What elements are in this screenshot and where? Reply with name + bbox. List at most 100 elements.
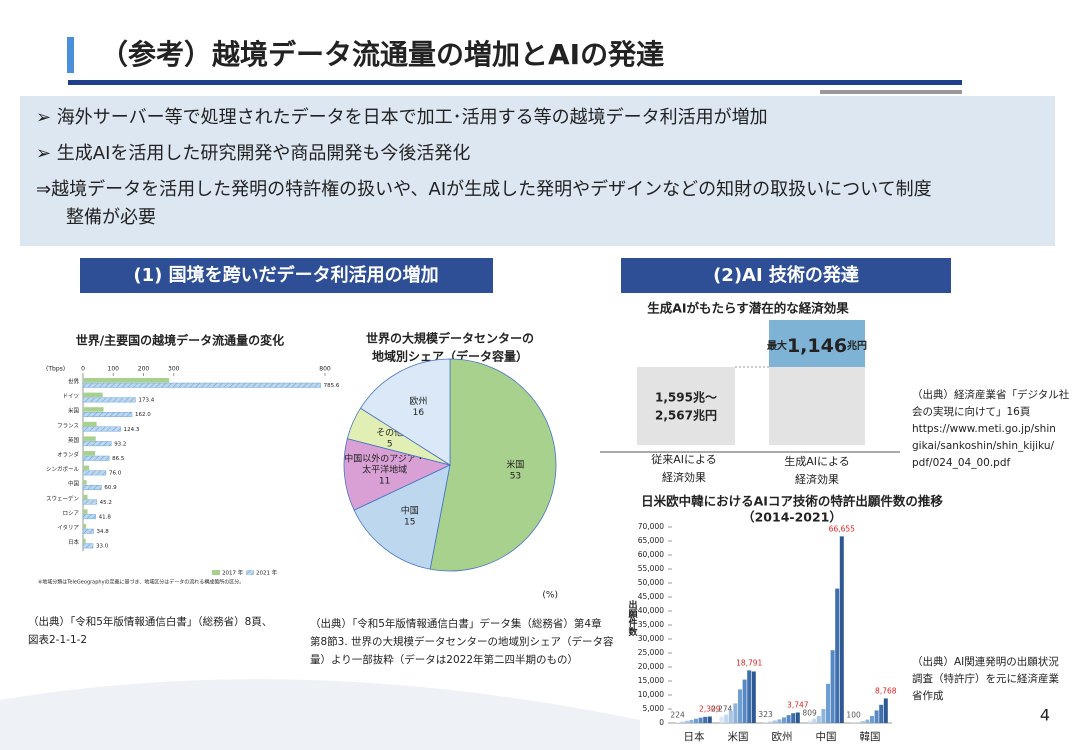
bar — [782, 717, 786, 723]
bar — [821, 709, 826, 723]
bar — [82, 470, 107, 476]
bar — [879, 704, 884, 723]
section-header — [80, 258, 493, 293]
slice-label: 太平洋地域 — [362, 464, 407, 476]
bar — [883, 698, 888, 723]
section-title: (1) 国境を跨いだデータ利活用の増加 — [133, 264, 438, 286]
value-label: 162.0 — [135, 412, 151, 418]
value-label: 124.3 — [124, 427, 140, 433]
chart-note: ※地域分類はTeleGeographyの定義に基づき、地域区分はデータの流れる構… — [38, 579, 244, 586]
bar — [82, 514, 96, 520]
source-text: https://www.meti.go.jp/shin — [912, 423, 1056, 435]
y-tick-label: 日本 — [68, 538, 80, 546]
y-tick-label: 25,000 — [638, 648, 664, 657]
value-label: 785.6 — [324, 383, 340, 389]
slide-title: （参考）越境データ流通量の増加とAIの発達 — [100, 38, 664, 71]
slice-label: 欧州 — [409, 395, 427, 407]
source-text: gikai/sankoshin/shin_kijiku/ — [912, 440, 1054, 452]
bar — [812, 718, 817, 723]
bar — [83, 436, 96, 441]
value-label: 66,655 — [829, 524, 855, 533]
bar — [82, 382, 321, 388]
effect-label: 2,567兆円 — [655, 408, 717, 423]
decor-wave — [0, 679, 640, 750]
bar — [768, 721, 773, 723]
bar — [772, 720, 777, 723]
y-tick-label: 10,000 — [638, 690, 664, 699]
source-text: 図表2-1-1-2 — [28, 633, 87, 646]
bullet-text: 整備が必要 — [66, 207, 156, 228]
bar — [82, 455, 110, 461]
bar — [839, 536, 844, 723]
bar — [807, 720, 812, 723]
bar — [83, 524, 87, 529]
y-tick-label: シンガポール — [46, 465, 80, 473]
bar — [826, 683, 830, 723]
value-label: 34.8 — [97, 529, 110, 535]
chart-title: 地域別シェア（データ容量） — [372, 349, 528, 364]
y-tick-label: 60,000 — [638, 550, 664, 559]
source-text: 調査（特許庁）を元に経済産業 — [912, 672, 1059, 685]
y-tick-label: 45,000 — [638, 592, 664, 601]
bar — [724, 714, 729, 723]
value-label: 2,309 — [699, 705, 721, 714]
bar — [82, 543, 94, 549]
bar — [860, 721, 865, 723]
y-axis-label: 出願件数 — [627, 599, 639, 637]
bar — [83, 407, 104, 412]
bar — [82, 528, 94, 534]
y-tick-label: フランス — [57, 422, 79, 429]
section-header — [621, 258, 951, 293]
y-tick-label: 50,000 — [638, 578, 664, 587]
legend-swatch — [246, 570, 254, 575]
effect-caption: 生成AIによる — [784, 454, 849, 468]
bar — [82, 397, 136, 403]
title-accent — [67, 37, 74, 73]
bar — [83, 392, 103, 398]
bar — [795, 712, 800, 723]
bar — [83, 538, 86, 544]
x-tick-label: 800 — [319, 366, 331, 373]
x-tick-label: 欧州 — [772, 731, 793, 743]
page-number: 4 — [1040, 706, 1050, 725]
source-text: 省作成 — [912, 689, 944, 702]
value-label: 100 — [846, 711, 861, 720]
bar — [83, 378, 170, 383]
y-tick-label: 55,000 — [638, 564, 664, 573]
source-text: （出典）経済産業省「デジタル社 — [912, 388, 1070, 401]
y-tick-label: 世界 — [68, 378, 80, 386]
bar — [791, 713, 796, 723]
y-tick-label: 30,000 — [638, 634, 664, 643]
y-tick-label: 英国 — [68, 436, 80, 444]
chart-title: （2014-2021） — [742, 510, 842, 525]
chart-title: 世界の大規模データセンターの — [366, 331, 534, 346]
bar — [747, 670, 752, 723]
bar — [83, 494, 88, 500]
bar — [82, 412, 133, 417]
bullet-text: ➢ 海外サーバー等で処理されたデータを日本で加工･活用する等の越境データ利活用が… — [36, 107, 768, 128]
value-label: 76.0 — [109, 471, 122, 477]
effect-box-top — [769, 320, 865, 367]
y-tick-label: オランダ — [57, 451, 80, 459]
value-label: 41.8 — [99, 514, 112, 520]
title-rule-gray — [820, 90, 962, 94]
x-tick-label: 200 — [138, 366, 150, 373]
bar — [83, 465, 90, 471]
y-tick-label: 5,000 — [643, 704, 665, 713]
x-tick-label: 0 — [81, 366, 85, 373]
bar — [703, 716, 708, 723]
x-tick-label: 日本 — [684, 730, 705, 743]
slice-label: 中国以外のアジア・ — [344, 453, 425, 465]
x-tick-label: 中国 — [816, 730, 837, 743]
bar — [680, 721, 685, 723]
y-tick-label: 0 — [659, 718, 664, 727]
bar — [835, 588, 840, 723]
bar — [742, 679, 747, 723]
y-tick-label: 15,000 — [638, 676, 664, 685]
value-label: 173.4 — [138, 398, 154, 404]
slice-value: 16 — [413, 408, 425, 418]
effect-label: 最大1,146兆円 — [767, 335, 867, 357]
slice-label: 中国 — [401, 504, 419, 516]
bar — [870, 716, 874, 723]
